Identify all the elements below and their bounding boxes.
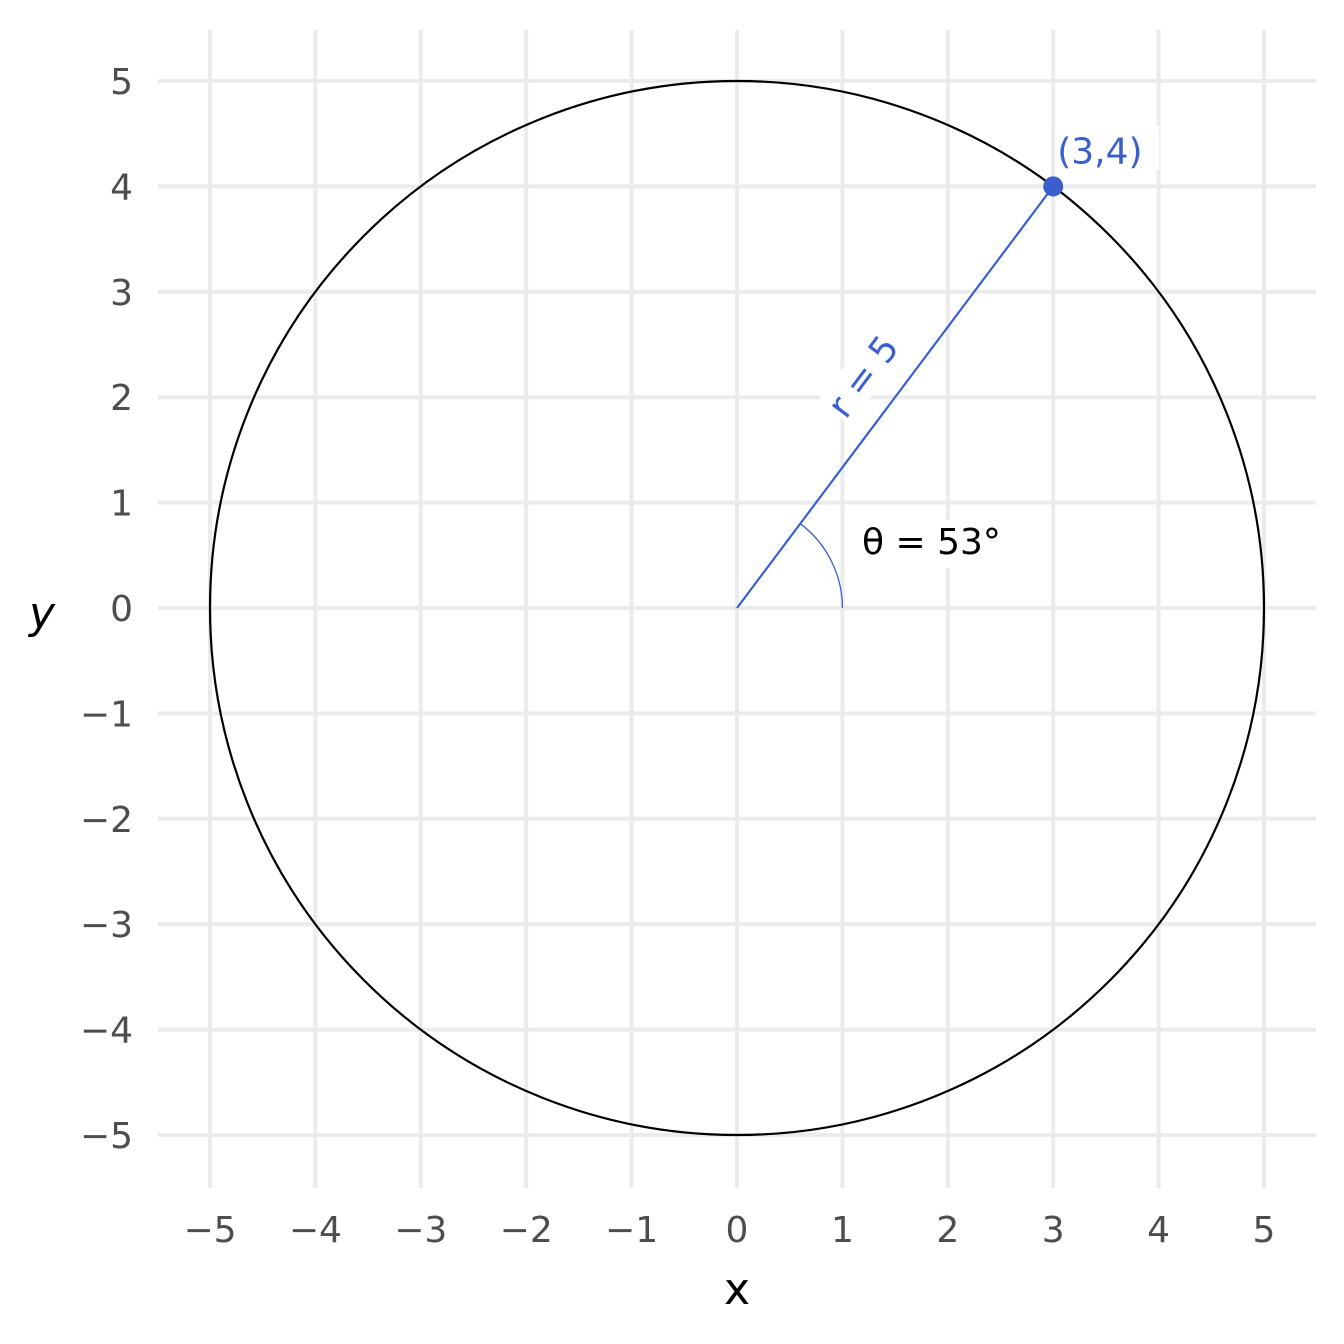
x-tick-label: 5 [1253, 1210, 1276, 1251]
y-tick-label: 4 [110, 167, 133, 208]
radius-line [736, 185, 1055, 609]
y-tick-label: −2 [80, 800, 133, 841]
x-tick-label: −2 [500, 1210, 553, 1251]
radius-label-bg [818, 326, 906, 425]
radius-layer [736, 176, 1064, 609]
x-tick-label: 1 [831, 1210, 854, 1251]
angle-arc [799, 523, 844, 609]
y-tick-label: 2 [110, 378, 133, 419]
unit-circle [208, 79, 1266, 1137]
x-tick-label: −5 [183, 1210, 236, 1251]
y-tick-label: 5 [110, 62, 133, 103]
point-label: (3,4) [1057, 131, 1142, 172]
y-axis-title: y [27, 588, 56, 639]
point-label-bg [1055, 126, 1160, 171]
y-tick-label: 1 [110, 484, 133, 525]
circle-layer [208, 79, 1266, 1137]
y-tick-label: 0 [110, 589, 133, 630]
y-tick-label: −5 [80, 1116, 133, 1157]
x-tick-label: −4 [289, 1210, 342, 1251]
x-tick-label: 4 [1147, 1210, 1170, 1251]
angle-label-bg [857, 520, 1032, 568]
x-tick-label: 3 [1042, 1210, 1065, 1251]
grid-lines [158, 30, 1316, 1188]
y-tick-label: −4 [80, 1011, 133, 1052]
data-point [1043, 176, 1064, 197]
y-tick-label: −1 [80, 694, 133, 735]
x-tick-label: 2 [936, 1210, 959, 1251]
annotations: (3,4) θ = 53° r = 5 [818, 126, 1160, 568]
y-tick-label: −3 [80, 905, 133, 946]
angle-label: θ = 53° [862, 522, 1001, 563]
x-tick-label: −1 [605, 1210, 658, 1251]
y-tick-label: 3 [110, 273, 133, 314]
radius-label-group: r = 5 [818, 326, 907, 426]
x-tick-label: −3 [394, 1210, 447, 1251]
x-tick-label: 0 [726, 1210, 749, 1251]
tick-labels: −5 −4 −3 −2 −1 0 1 2 3 4 5 −5 −4 −3 −2 −1 0 1 2 3 4 5 [80, 62, 1276, 1251]
x-axis-title: x [724, 1264, 750, 1315]
